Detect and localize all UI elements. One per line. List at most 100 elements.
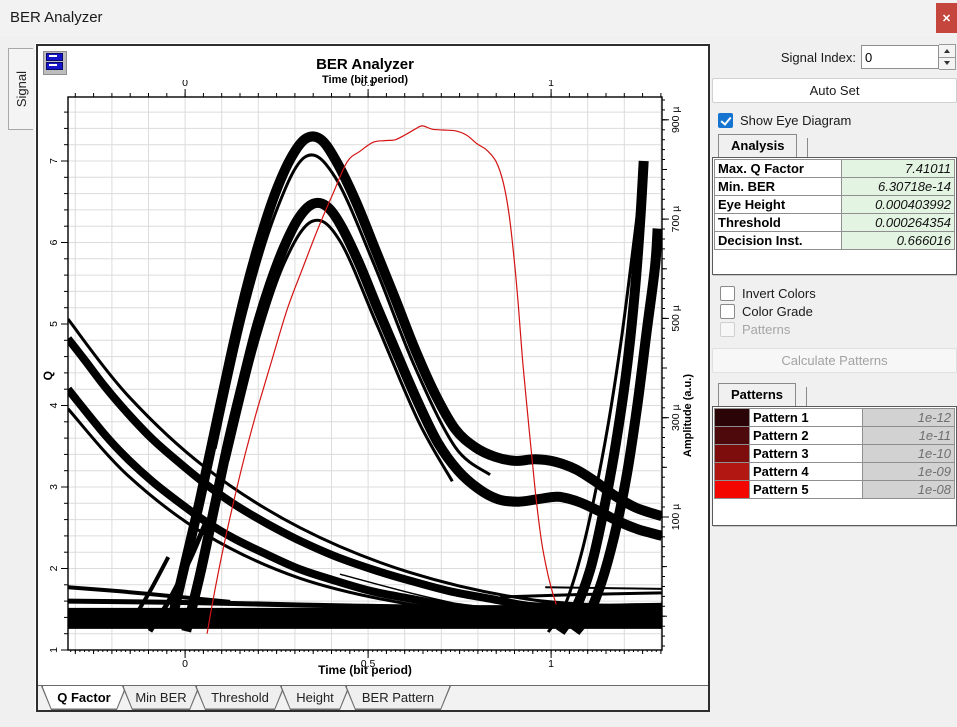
- analysis-row-value: 6.30718e-14: [841, 177, 955, 196]
- analysis-row-label: Eye Height: [714, 195, 842, 214]
- tab-min-ber[interactable]: Min BER: [122, 686, 200, 710]
- pattern-color-swatch: [714, 480, 750, 499]
- top-axis-title: Time (bit period): [322, 74, 408, 86]
- tab-signal[interactable]: Signal: [8, 48, 33, 130]
- chart-panel: BER Analyzer Time (bit period) 0 0 0.5 0.5 1…: [36, 44, 710, 712]
- svg-text:900 µ: 900 µ: [670, 107, 682, 134]
- table-row: Eye Height 0.000403992: [714, 195, 955, 214]
- stepper-up-button[interactable]: [939, 45, 955, 58]
- close-button[interactable]: ✕: [936, 3, 957, 33]
- pattern-label: Pattern 1: [749, 408, 863, 427]
- titlebar: BER Analyzer ✕: [0, 0, 957, 36]
- eye-diagram-plot: 0 0 0.5 0.5 1 1 1 2 3 4 5 6 7 100 µ 300 µ 500 µ 700 µ 900…: [48, 77, 682, 670]
- svg-text:6: 6: [48, 239, 60, 245]
- calculate-patterns-button: Calculate Patterns: [712, 348, 957, 373]
- table-row: Pattern 5 1e-08: [714, 480, 955, 499]
- analysis-tab-strip: Analysis: [712, 134, 957, 157]
- signal-index-input[interactable]: [861, 45, 939, 69]
- svg-text:7: 7: [48, 158, 60, 164]
- table-row: Pattern 2 1e-11: [714, 426, 955, 445]
- svg-text:500 µ: 500 µ: [670, 305, 682, 332]
- analysis-row-label: Max. Q Factor: [714, 159, 842, 178]
- arrow-down-icon: [944, 61, 950, 66]
- pattern-label: Pattern 4: [749, 462, 863, 481]
- analysis-table: Max. Q Factor 7.41011 Min. BER 6.30718e-…: [712, 157, 957, 275]
- svg-text:0.5: 0.5: [361, 658, 376, 670]
- arrow-up-icon: [944, 48, 950, 53]
- svg-text:100 µ: 100 µ: [670, 504, 682, 531]
- table-row: Min. BER 6.30718e-14: [714, 177, 955, 196]
- table-row: Threshold 0.000264354: [714, 213, 955, 232]
- patterns-table: Pattern 1 1e-12 Pattern 2 1e-11 Pattern …: [712, 406, 957, 526]
- pattern-value: 1e-08: [862, 480, 955, 499]
- table-row: Pattern 3 1e-10: [714, 444, 955, 463]
- svg-text:1: 1: [548, 658, 554, 670]
- tab-separator: [806, 387, 808, 406]
- pattern-value: 1e-11: [862, 426, 955, 445]
- show-eye-diagram-row: Show Eye Diagram: [718, 113, 957, 128]
- table-row: Decision Inst. 0.666016: [714, 231, 955, 250]
- invert-colors-row: Invert Colors: [720, 286, 957, 301]
- pattern-color-swatch: [714, 462, 750, 481]
- invert-colors-label: Invert Colors: [742, 286, 816, 301]
- table-row: Max. Q Factor 7.41011: [714, 159, 955, 178]
- patterns-checkbox: [720, 322, 735, 337]
- svg-text:0: 0: [182, 80, 188, 89]
- pattern-value: 1e-12: [862, 408, 955, 427]
- close-icon: ✕: [941, 12, 952, 25]
- patterns-checkbox-row: Patterns: [720, 322, 957, 337]
- invert-colors-checkbox[interactable]: [720, 286, 735, 301]
- signal-index-row: Signal Index:: [712, 44, 956, 70]
- show-eye-diagram-label: Show Eye Diagram: [740, 113, 852, 128]
- chart-title: BER Analyzer: [316, 56, 414, 73]
- window-title: BER Analyzer: [10, 9, 103, 26]
- signal-index-stepper: [939, 44, 956, 70]
- svg-text:2: 2: [48, 565, 60, 571]
- analysis-row-label: Decision Inst.: [714, 231, 842, 250]
- color-grade-label: Color Grade: [742, 304, 813, 319]
- color-grade-row: Color Grade: [720, 304, 957, 319]
- stepper-down-button[interactable]: [939, 57, 955, 69]
- tab-threshold[interactable]: Threshold: [195, 686, 285, 710]
- svg-text:1: 1: [48, 647, 60, 653]
- graph-tab-strip: Q Factor Min BER Threshold Height BER Pa…: [38, 685, 708, 710]
- analysis-row-value: 0.000264354: [841, 213, 955, 232]
- svg-text:300 µ: 300 µ: [670, 404, 682, 431]
- pattern-color-swatch: [714, 408, 750, 427]
- pattern-value: 1e-10: [862, 444, 955, 463]
- show-eye-diagram-checkbox[interactable]: [718, 113, 733, 128]
- patterns-tab-strip: Patterns: [712, 383, 957, 406]
- control-panel: Signal Index: Auto Set Show Eye Diagram …: [712, 42, 957, 526]
- analysis-row-label: Min. BER: [714, 177, 842, 196]
- tab-ber-pattern[interactable]: BER Pattern: [345, 686, 451, 710]
- table-row: Pattern 4 1e-09: [714, 462, 955, 481]
- color-grade-checkbox[interactable]: [720, 304, 735, 319]
- svg-text:0.5: 0.5: [361, 80, 376, 89]
- signal-index-label: Signal Index:: [780, 49, 856, 65]
- svg-text:5: 5: [48, 321, 60, 327]
- pattern-label: Pattern 3: [749, 444, 863, 463]
- tab-analysis[interactable]: Analysis: [718, 134, 798, 157]
- signal-tab-label: Signal: [13, 70, 29, 108]
- pattern-color-swatch: [714, 426, 750, 445]
- tab-patterns[interactable]: Patterns: [718, 383, 797, 406]
- plot-canvas[interactable]: 0 0 0.5 0.5 1 1 1 2 3 4 5 6 7 100 µ 300 µ 500 µ 700 µ 900…: [46, 77, 701, 676]
- auto-set-button[interactable]: Auto Set: [712, 78, 957, 103]
- left-axis-title: Q: [41, 371, 55, 381]
- right-axis-title: Amplitude (a.u.): [682, 374, 694, 458]
- tab-separator: [807, 138, 809, 157]
- pattern-value: 1e-09: [862, 462, 955, 481]
- table-row: Pattern 1 1e-12: [714, 408, 955, 427]
- analysis-row-label: Threshold: [714, 213, 842, 232]
- pattern-label: Pattern 2: [749, 426, 863, 445]
- tab-height[interactable]: Height: [280, 686, 350, 710]
- pattern-color-swatch: [714, 444, 750, 463]
- svg-text:0: 0: [182, 658, 188, 670]
- cascade-windows-icon[interactable]: [43, 51, 67, 75]
- analysis-row-value: 7.41011: [841, 159, 955, 178]
- svg-text:4: 4: [48, 402, 60, 408]
- analysis-row-value: 0.000403992: [841, 195, 955, 214]
- svg-text:3: 3: [48, 484, 60, 490]
- tab-q-factor[interactable]: Q Factor: [41, 686, 127, 710]
